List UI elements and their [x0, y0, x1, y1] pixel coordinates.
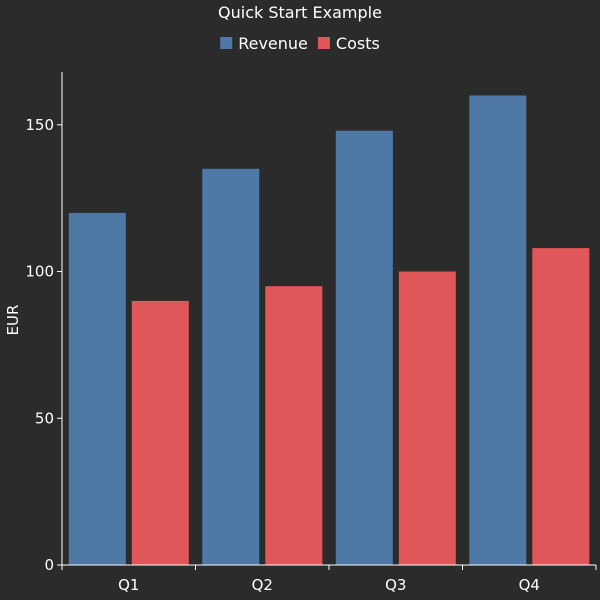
bar-costs-q2	[265, 286, 323, 565]
legend-swatch	[220, 37, 233, 49]
legend-swatch	[317, 37, 330, 49]
bar-revenue-q2	[202, 168, 260, 566]
x-tick-label: Q4	[519, 576, 540, 594]
y-tick-label: 150	[25, 116, 54, 134]
chart-title: Quick Start Example	[218, 3, 382, 22]
bar-revenue-q4	[469, 95, 527, 565]
y-tick-label: 100	[25, 263, 54, 281]
bar-costs-q3	[398, 271, 456, 565]
legend-label: Costs	[336, 34, 380, 53]
legend-item-costs: Costs	[317, 34, 380, 53]
x-tick-label: Q1	[118, 576, 139, 594]
bar-revenue-q3	[335, 130, 393, 565]
legend-item-revenue: Revenue	[220, 34, 308, 53]
x-tick-label: Q2	[252, 576, 273, 594]
axes: 0 50 100 150 Q1 Q2 Q3 Q4	[25, 72, 597, 594]
legend-label: Revenue	[238, 34, 308, 53]
y-tick-label: 0	[44, 556, 54, 574]
bar-costs-q4	[532, 248, 590, 565]
bar-revenue-q1	[68, 212, 126, 565]
bars	[68, 95, 590, 566]
x-tick-label: Q3	[385, 576, 406, 594]
bar-costs-q1	[131, 300, 189, 565]
y-axis-label: EUR	[4, 305, 22, 336]
legend: Revenue Costs	[220, 34, 380, 53]
y-tick-label: 50	[35, 409, 54, 427]
